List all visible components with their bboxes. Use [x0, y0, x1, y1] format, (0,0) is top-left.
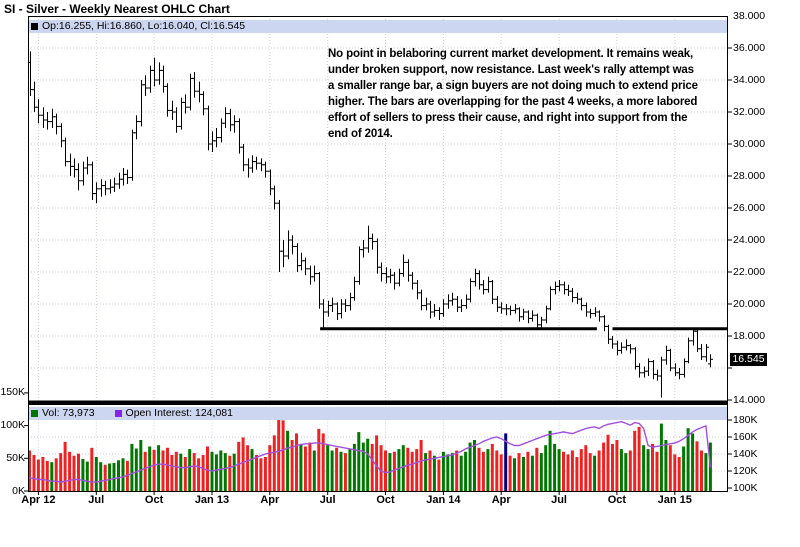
ohlc-legend-strip: Op:16.255, Hi:16.860, Lo:16.040, Cl:16.5…: [29, 20, 727, 33]
price-axis-label: 32.000: [733, 105, 766, 118]
date-axis-label: Jul: [319, 494, 336, 506]
volume-axis-label: 100K: [0, 419, 25, 432]
annotation-line: higher. The bars are overlapping for the…: [328, 96, 698, 108]
date-axis-label: Oct: [144, 494, 164, 506]
analyst-annotation: No point in belaboring current market de…: [328, 46, 728, 142]
date-axis-label: Oct: [607, 494, 627, 506]
ohlc-bars: [28, 51, 713, 398]
date-axis-label: Oct: [376, 494, 395, 506]
date-axis-label: Apr 12: [21, 494, 56, 506]
open-interest-axis-label: 120K: [733, 464, 758, 477]
price-axis-label: 34.000: [733, 73, 766, 86]
price-axis-label: 18.000: [733, 329, 766, 342]
volume-legend-strip: Vol: 73,973 Open Interest: 124,081: [29, 407, 727, 420]
annotation-line: effort of sellers to press their cause, …: [328, 112, 688, 124]
volume-series-marker-icon: [31, 410, 38, 417]
annotation-line: end of 2014.: [328, 128, 393, 140]
price-axis-label: 38.000: [733, 9, 766, 22]
price-axis-label: 36.000: [733, 41, 766, 54]
current-price-badge: 16.545: [730, 352, 767, 366]
open-interest-line: [29, 420, 712, 483]
open-interest-series-marker-icon: [114, 410, 122, 417]
open-interest-legend-text: Open Interest: 124,081: [125, 407, 233, 419]
open-interest-axis-label: 140K: [733, 447, 758, 460]
annotation-line: a smaller range bar, a sign buyers are n…: [328, 80, 698, 92]
volume-axis-label: 50K: [6, 451, 25, 464]
annotation-line: under broken support, now resistance. La…: [328, 64, 694, 76]
date-axis-label: Jan 14: [426, 494, 461, 506]
volume-bars: [28, 415, 712, 491]
ohlc-legend-text: Op:16.255, Hi:16.860, Lo:16.040, Cl:16.5…: [42, 20, 246, 32]
chart-title: SI - Silver - Weekly Nearest OHLC Chart: [4, 2, 230, 16]
date-axis-label: Apr: [260, 494, 280, 506]
price-axis-label: 26.000: [733, 201, 766, 214]
price-axis-label: 30.000: [733, 137, 766, 150]
open-interest-axis-label: 180K: [733, 413, 758, 426]
volume-axis-label: 0K: [12, 484, 25, 497]
price-axis-label: 28.000: [733, 169, 766, 182]
date-axis-label: Jan 15: [657, 494, 692, 506]
price-axis-label: 24.000: [733, 233, 766, 246]
open-interest-axis-label: 100K: [733, 481, 758, 494]
date-axis-label: Jul: [551, 494, 567, 506]
date-axis-label: Jan 13: [194, 494, 230, 506]
open-interest-axis-label: 160K: [733, 430, 758, 443]
price-axis-label: 22.000: [733, 265, 766, 278]
volume-axis-label: 150K: [0, 386, 25, 399]
chart-frame: [24, 16, 732, 495]
volume-legend-text: Vol: 73,973: [42, 407, 95, 419]
date-axis-label: Jul: [88, 494, 105, 506]
ohlc-series-marker-icon: [31, 23, 38, 30]
price-axis-label: 14.000: [733, 393, 766, 406]
date-axis-label: Apr: [491, 494, 511, 506]
annotation-line: No point in belaboring current market de…: [328, 48, 694, 60]
price-axis-label: 20.000: [733, 297, 766, 310]
